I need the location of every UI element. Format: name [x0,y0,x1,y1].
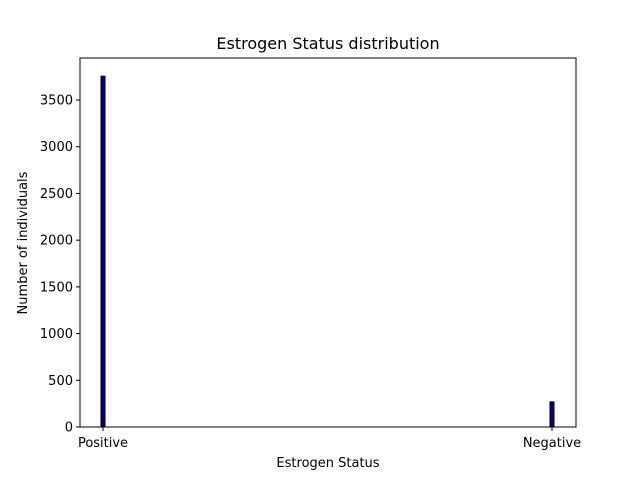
bar-negative [549,401,555,428]
chart-title: Estrogen Status distribution [216,34,439,53]
y-tick-label: 0 [65,421,73,436]
bar-positive [100,75,106,428]
y-tick-label: 1500 [40,280,73,295]
x-tick-label-negative: Negative [523,436,581,451]
y-axis-label: Number of individuals [16,171,31,314]
plot-area-frame [79,57,577,428]
x-axis-label: Estrogen Status [276,456,379,471]
x-tick-label-positive: Positive [78,436,128,451]
y-axis-ticks: 0 500 1000 1500 2000 2500 3000 3500 [40,94,80,436]
y-tick-label: 2500 [40,187,73,202]
y-tick-label: 3000 [40,140,73,155]
y-tick-label: 2000 [40,234,73,249]
x-axis-ticks: Positive Negative [78,427,581,451]
y-tick-label: 3500 [40,94,73,109]
y-tick-label: 500 [48,374,73,389]
y-tick-label: 1000 [40,327,73,342]
